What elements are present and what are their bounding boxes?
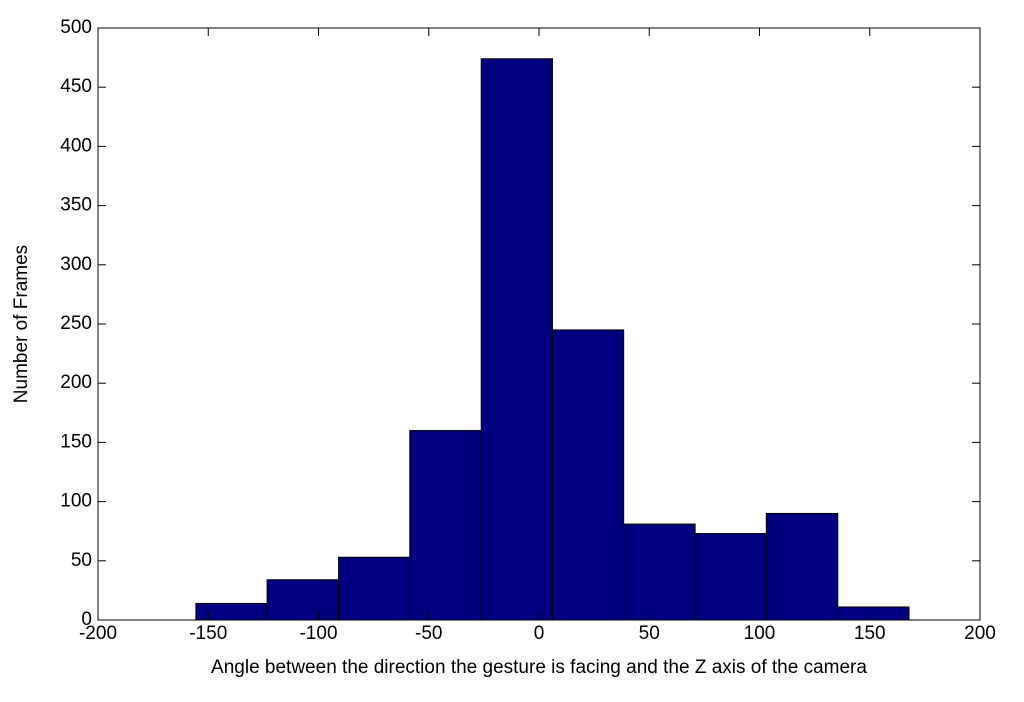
bar <box>195 602 268 621</box>
y-tick-label: 100 <box>60 491 92 512</box>
bar <box>623 523 696 621</box>
x-tick-label: 200 <box>964 623 996 644</box>
x-tick-label: -50 <box>415 623 442 644</box>
x-tick-label: 0 <box>534 623 545 644</box>
y-tick-label: 300 <box>60 254 92 275</box>
bar <box>266 579 340 621</box>
y-tick-label: 350 <box>60 195 92 216</box>
bar <box>551 329 625 621</box>
bar <box>409 430 482 621</box>
x-tick-label: 150 <box>854 623 886 644</box>
y-tick-label: 200 <box>60 372 92 393</box>
x-tick-label: -150 <box>189 623 227 644</box>
y-tick-label: 400 <box>60 135 92 156</box>
x-tick-label: 50 <box>639 623 660 644</box>
x-tick-label: -200 <box>79 623 117 644</box>
y-tick-label: 50 <box>71 550 92 571</box>
y-tick-label: 0 <box>81 609 92 630</box>
x-tick-label: 100 <box>744 623 776 644</box>
y-tick-label: 450 <box>60 76 92 97</box>
y-axis-label: Number of Frames <box>11 245 32 403</box>
bar <box>480 58 553 621</box>
bar <box>694 533 767 621</box>
bar <box>765 512 839 621</box>
bar <box>837 606 910 621</box>
y-tick-label: 150 <box>60 431 92 452</box>
y-tick-label: 250 <box>60 313 92 334</box>
x-tick-label: -100 <box>299 623 337 644</box>
y-tick-label: 500 <box>60 17 92 38</box>
x-axis-label: Angle between the direction the gesture … <box>211 657 867 678</box>
bar <box>338 556 411 621</box>
